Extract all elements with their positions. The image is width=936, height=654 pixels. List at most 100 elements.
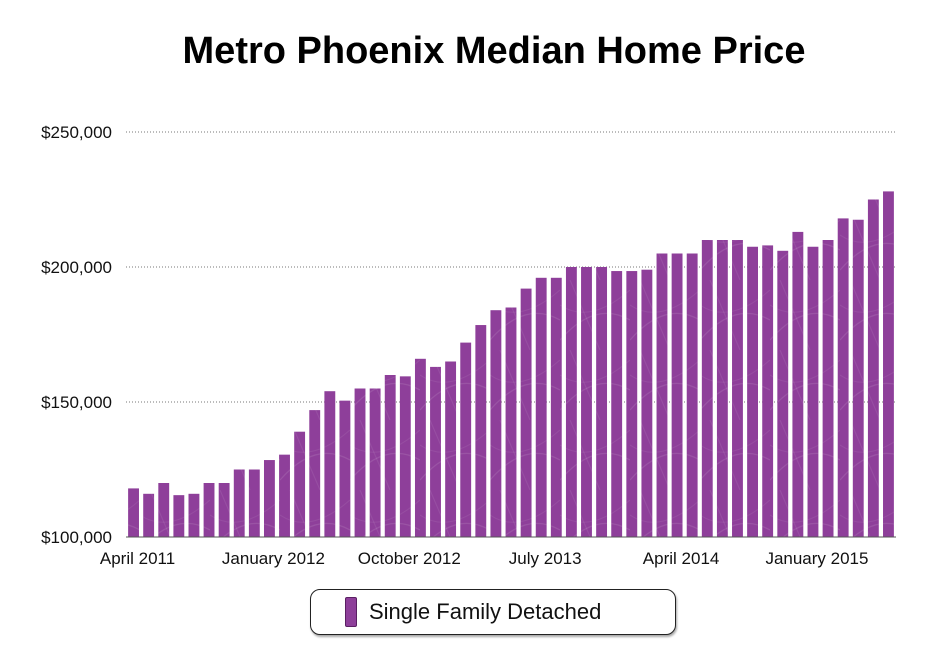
bar-texture bbox=[505, 307, 517, 537]
bar-texture bbox=[822, 240, 834, 537]
bar-texture bbox=[369, 388, 381, 537]
bar bbox=[716, 240, 728, 537]
bar-texture bbox=[218, 483, 230, 537]
bar-texture bbox=[581, 267, 592, 537]
bar-texture bbox=[460, 342, 472, 537]
x-tick-label: October 2012 bbox=[358, 549, 461, 568]
bar bbox=[656, 253, 668, 537]
bar-texture bbox=[535, 277, 547, 537]
bar-texture bbox=[716, 240, 728, 537]
y-tick-label: $200,000 bbox=[41, 258, 112, 277]
bar-texture bbox=[686, 253, 698, 537]
bar-texture bbox=[399, 376, 411, 537]
bar bbox=[445, 361, 457, 537]
bar-texture bbox=[158, 483, 170, 537]
bar bbox=[611, 271, 623, 537]
bar bbox=[701, 240, 713, 537]
bar bbox=[248, 469, 260, 537]
bar-texture bbox=[596, 267, 608, 537]
bar bbox=[128, 488, 139, 537]
bar bbox=[535, 277, 547, 537]
bar-texture bbox=[188, 493, 200, 537]
bar bbox=[732, 240, 743, 537]
bar bbox=[188, 493, 200, 537]
bar bbox=[792, 231, 804, 537]
legend-label: Single Family Detached bbox=[369, 599, 602, 624]
legend: Single Family Detached bbox=[310, 589, 676, 635]
bar bbox=[671, 253, 683, 537]
bar-texture bbox=[263, 460, 275, 537]
bar bbox=[354, 388, 366, 537]
bar-texture bbox=[354, 388, 366, 537]
bar bbox=[475, 325, 487, 537]
bar bbox=[852, 219, 864, 537]
bar-texture bbox=[883, 191, 894, 537]
bar-texture bbox=[867, 199, 879, 537]
bar bbox=[158, 483, 170, 537]
bar-texture bbox=[143, 493, 155, 537]
bar-texture bbox=[384, 375, 396, 537]
bar bbox=[822, 240, 834, 537]
bar-texture bbox=[701, 240, 713, 537]
bar bbox=[883, 191, 894, 537]
bar bbox=[596, 267, 608, 537]
bar-texture bbox=[490, 310, 502, 537]
x-tick-label: April 2014 bbox=[643, 549, 720, 568]
bar-texture bbox=[203, 483, 215, 537]
bar bbox=[777, 250, 789, 538]
bar-texture bbox=[671, 253, 683, 537]
bar-texture bbox=[294, 431, 306, 537]
bar-texture bbox=[248, 469, 260, 537]
bar-texture bbox=[762, 245, 774, 537]
bar-texture bbox=[792, 231, 804, 537]
bar bbox=[414, 358, 426, 537]
x-tick-label: January 2015 bbox=[765, 549, 868, 568]
bar-texture bbox=[565, 267, 577, 537]
bar bbox=[384, 375, 396, 537]
bar-texture bbox=[641, 269, 653, 537]
bar-texture bbox=[611, 271, 623, 537]
bar-texture bbox=[475, 325, 487, 537]
bar-texture bbox=[777, 250, 789, 538]
bar bbox=[143, 493, 155, 537]
bar bbox=[837, 218, 849, 537]
bar bbox=[203, 483, 215, 537]
bar bbox=[520, 288, 532, 537]
bar-texture bbox=[173, 495, 185, 537]
bar-texture bbox=[852, 219, 864, 537]
bar bbox=[460, 342, 472, 537]
y-tick-label: $100,000 bbox=[41, 528, 112, 547]
bar-texture bbox=[339, 400, 351, 537]
bar-texture bbox=[309, 410, 321, 537]
bar-texture bbox=[626, 271, 638, 537]
bar-texture bbox=[656, 253, 668, 537]
bar bbox=[369, 388, 381, 537]
bar-texture bbox=[233, 469, 245, 537]
bar bbox=[747, 246, 759, 537]
bar-texture bbox=[445, 361, 457, 537]
x-tick-label: July 2013 bbox=[509, 549, 582, 568]
bar-texture bbox=[550, 277, 562, 537]
y-tick-label: $250,000 bbox=[41, 123, 112, 142]
bar-texture bbox=[414, 358, 426, 537]
bar bbox=[686, 253, 698, 537]
bar-texture bbox=[807, 246, 819, 537]
bar bbox=[762, 245, 774, 537]
y-tick-label: $150,000 bbox=[41, 393, 112, 412]
bar-texture bbox=[837, 218, 849, 537]
bar bbox=[430, 366, 441, 537]
bar bbox=[263, 460, 275, 537]
bar-texture bbox=[520, 288, 532, 537]
bar bbox=[581, 267, 592, 537]
bar-texture bbox=[324, 391, 336, 537]
bar-texture bbox=[128, 488, 139, 537]
bar bbox=[626, 271, 638, 537]
bar bbox=[399, 376, 411, 537]
bar bbox=[279, 454, 290, 537]
bar bbox=[867, 199, 879, 537]
x-tick-label: April 2011 bbox=[100, 549, 175, 568]
bar bbox=[339, 400, 351, 537]
bar bbox=[324, 391, 336, 537]
bar bbox=[807, 246, 819, 537]
